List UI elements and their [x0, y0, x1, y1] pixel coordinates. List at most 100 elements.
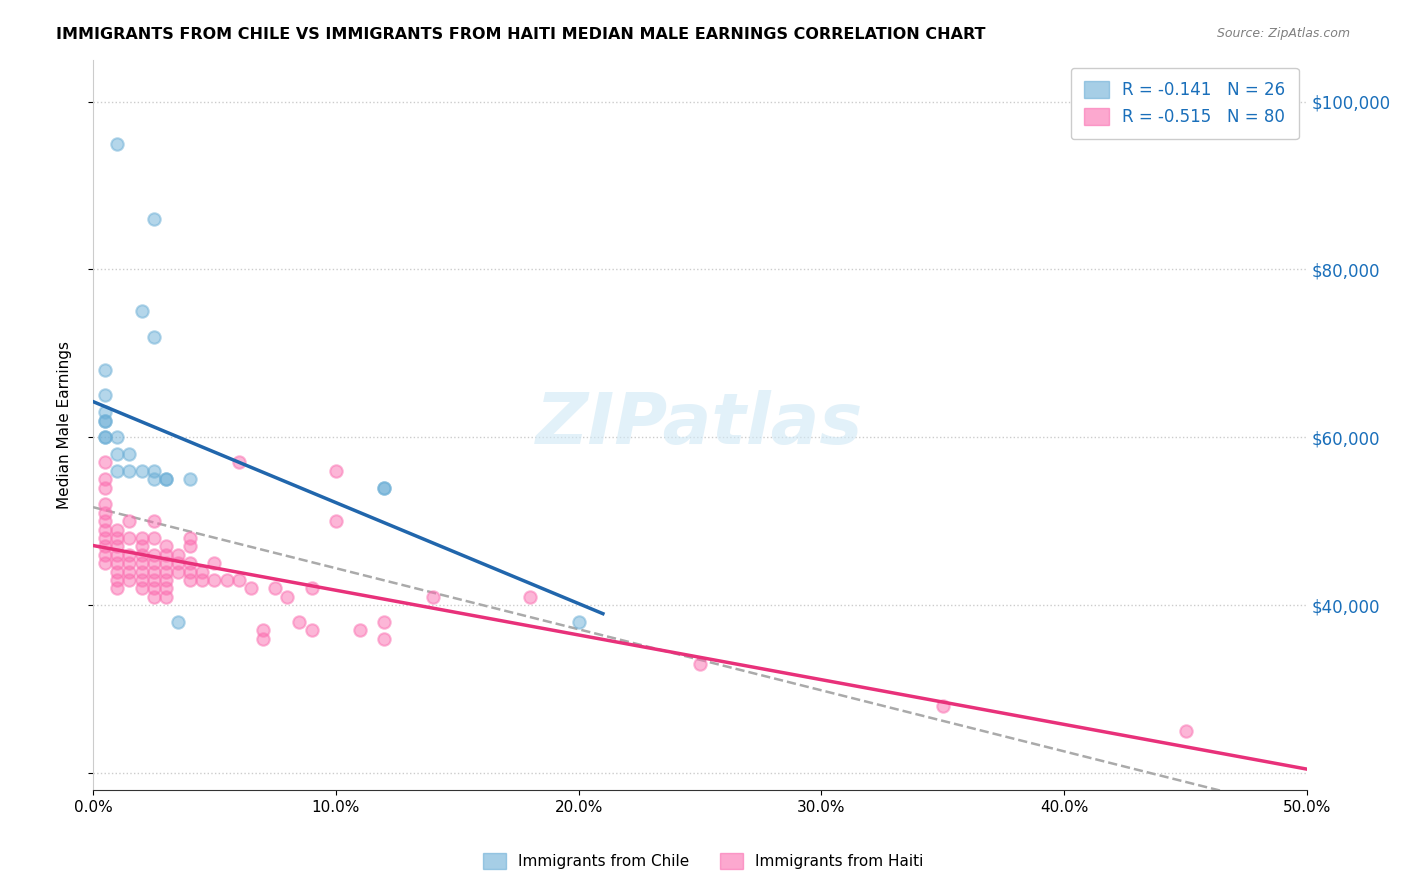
Point — [373, 615, 395, 629]
Point — [179, 472, 201, 486]
Point — [118, 556, 141, 570]
Point — [142, 514, 165, 528]
Point — [94, 506, 117, 520]
Point — [94, 388, 117, 402]
Point — [373, 632, 395, 646]
Point — [94, 455, 117, 469]
Point — [373, 481, 395, 495]
Point — [131, 565, 153, 579]
Point — [179, 556, 201, 570]
Point — [105, 430, 128, 444]
Point — [105, 136, 128, 151]
Point — [94, 363, 117, 377]
Point — [131, 582, 153, 596]
Point — [179, 573, 201, 587]
Point — [252, 632, 274, 646]
Point — [94, 430, 117, 444]
Point — [94, 548, 117, 562]
Point — [142, 582, 165, 596]
Point — [932, 698, 955, 713]
Point — [94, 413, 117, 427]
Point — [94, 514, 117, 528]
Point — [252, 624, 274, 638]
Point — [105, 523, 128, 537]
Point — [118, 573, 141, 587]
Point — [131, 304, 153, 318]
Point — [191, 573, 214, 587]
Point — [94, 405, 117, 419]
Point — [142, 556, 165, 570]
Text: IMMIGRANTS FROM CHILE VS IMMIGRANTS FROM HAITI MEDIAN MALE EARNINGS CORRELATION : IMMIGRANTS FROM CHILE VS IMMIGRANTS FROM… — [56, 27, 986, 42]
Point — [288, 615, 311, 629]
Point — [105, 556, 128, 570]
Point — [131, 556, 153, 570]
Point — [167, 548, 190, 562]
Point — [155, 548, 177, 562]
Point — [155, 556, 177, 570]
Point — [228, 455, 250, 469]
Point — [142, 464, 165, 478]
Point — [105, 573, 128, 587]
Point — [105, 464, 128, 478]
Point — [142, 212, 165, 227]
Point — [105, 548, 128, 562]
Point — [228, 573, 250, 587]
Point — [118, 514, 141, 528]
Point — [94, 556, 117, 570]
Point — [155, 590, 177, 604]
Point — [131, 464, 153, 478]
Point — [325, 514, 347, 528]
Point — [155, 540, 177, 554]
Point — [94, 498, 117, 512]
Point — [94, 523, 117, 537]
Point — [105, 540, 128, 554]
Text: Source: ZipAtlas.com: Source: ZipAtlas.com — [1216, 27, 1350, 40]
Point — [142, 590, 165, 604]
Point — [167, 615, 190, 629]
Legend: Immigrants from Chile, Immigrants from Haiti: Immigrants from Chile, Immigrants from H… — [477, 847, 929, 875]
Point — [94, 430, 117, 444]
Point — [179, 531, 201, 545]
Point — [131, 540, 153, 554]
Point — [118, 531, 141, 545]
Point — [94, 540, 117, 554]
Point — [131, 531, 153, 545]
Point — [155, 472, 177, 486]
Point — [264, 582, 287, 596]
Point — [131, 573, 153, 587]
Point — [167, 556, 190, 570]
Point — [202, 573, 225, 587]
Point — [155, 582, 177, 596]
Point — [142, 531, 165, 545]
Point — [94, 481, 117, 495]
Point — [155, 565, 177, 579]
Text: ZIPatlas: ZIPatlas — [536, 390, 863, 459]
Point — [519, 590, 541, 604]
Point — [142, 548, 165, 562]
Point — [94, 472, 117, 486]
Point — [568, 615, 591, 629]
Point — [142, 565, 165, 579]
Point — [142, 329, 165, 343]
Point — [105, 565, 128, 579]
Point — [155, 472, 177, 486]
Point — [105, 531, 128, 545]
Point — [202, 556, 225, 570]
Point — [373, 481, 395, 495]
Point — [1174, 724, 1197, 739]
Point — [301, 624, 323, 638]
Point — [118, 565, 141, 579]
Point — [167, 565, 190, 579]
Point — [422, 590, 444, 604]
Point — [689, 657, 711, 671]
Point — [118, 548, 141, 562]
Point — [325, 464, 347, 478]
Point — [239, 582, 262, 596]
Point — [131, 548, 153, 562]
Point — [142, 573, 165, 587]
Legend: R = -0.141   N = 26, R = -0.515   N = 80: R = -0.141 N = 26, R = -0.515 N = 80 — [1070, 68, 1299, 139]
Point — [349, 624, 371, 638]
Point — [179, 565, 201, 579]
Point — [276, 590, 298, 604]
Point — [142, 472, 165, 486]
